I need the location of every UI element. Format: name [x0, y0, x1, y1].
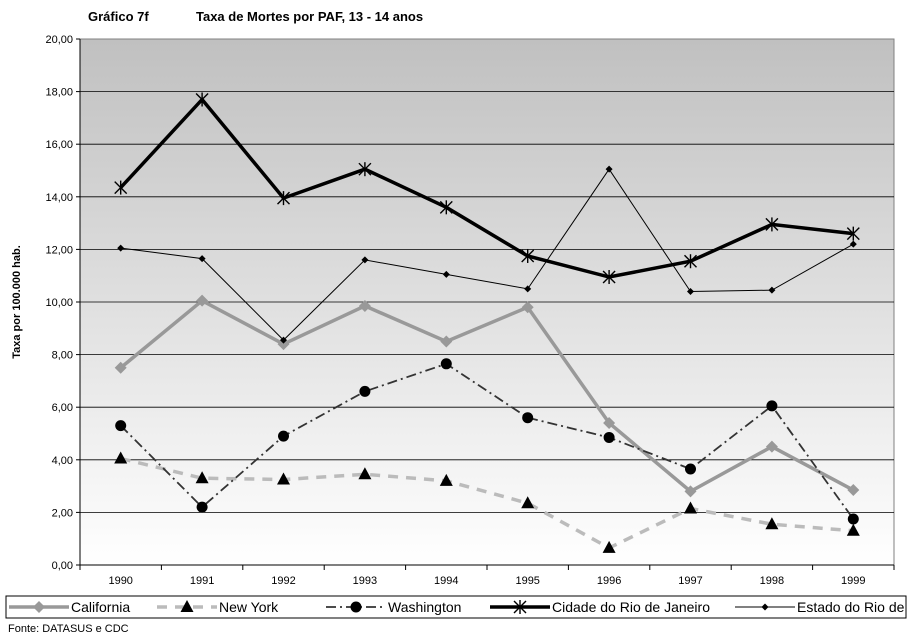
data-point: [115, 420, 127, 432]
legend-label: Washington: [388, 599, 461, 615]
data-point: [684, 485, 697, 498]
data-point: [277, 191, 290, 206]
chart-title: Taxa de Mortes por PAF, 13 - 14 anos: [196, 9, 423, 24]
data-point: [766, 400, 778, 412]
x-tick-label: 1997: [678, 575, 702, 587]
x-tick-label: 1993: [353, 575, 377, 587]
data-point: [685, 463, 696, 475]
data-point: [196, 501, 208, 513]
data-point: [684, 254, 697, 269]
legend: [5, 595, 907, 619]
data-point: [359, 385, 371, 397]
data-point: [198, 255, 206, 263]
data-point: [768, 286, 776, 294]
data-point: [684, 501, 697, 514]
data-point: [847, 513, 859, 525]
data-point: [687, 287, 694, 295]
x-tick-label: 1996: [597, 575, 621, 587]
data-point: [521, 248, 535, 263]
series-line: [119, 298, 855, 494]
data-point: [439, 200, 453, 215]
x-tick-label: 1995: [515, 575, 539, 587]
y-tick-label: 16,00: [45, 139, 73, 151]
legend-label: New York: [219, 599, 279, 615]
y-axis-label: Taxa por 100.000 hab.: [11, 245, 23, 359]
y-tick-label: 12,00: [45, 244, 73, 256]
data-point: [196, 294, 209, 307]
series-line: [120, 362, 855, 520]
data-point: [114, 180, 128, 195]
data-point: [277, 472, 290, 485]
x-tick-label: 1990: [108, 575, 132, 587]
data-point: [603, 431, 615, 443]
y-axis-ticks: 0,00 2,00 4,00 6,00 8,00 10,00 12,00 14,00 16,00…: [45, 34, 81, 572]
x-tick-label: 1998: [760, 575, 784, 587]
data-point: [603, 416, 616, 429]
legend-marker: [513, 600, 527, 614]
y-tick-label: 2,00: [52, 507, 73, 519]
data-point: [114, 451, 128, 464]
data-point: [440, 335, 453, 348]
data-point: [846, 523, 860, 536]
series-group: [114, 92, 860, 553]
data-point: [765, 217, 779, 232]
legend-label: Cidade do Rio de Janeiro: [552, 599, 710, 615]
y-tick-label: 14,00: [45, 192, 73, 204]
x-tick-label: 1992: [271, 575, 295, 587]
y-tick-label: 0,00: [52, 560, 73, 572]
data-point: [522, 412, 534, 424]
data-point: [442, 270, 450, 278]
legend-label: California: [71, 599, 130, 615]
legend-marker: [33, 601, 45, 613]
data-point: [524, 285, 532, 293]
y-tick-label: 4,00: [52, 455, 73, 467]
data-point: [605, 165, 613, 173]
legend-marker: [180, 600, 194, 612]
data-point: [521, 496, 535, 509]
data-point: [440, 358, 452, 370]
data-point: [847, 484, 860, 497]
series-line: [120, 168, 854, 341]
data-point: [521, 301, 534, 314]
data-point: [358, 299, 371, 312]
data-point: [195, 92, 209, 107]
data-point: [439, 473, 453, 486]
source-note: Fonte: DATASUS e CDC: [8, 623, 129, 635]
gridlines: [80, 91, 894, 513]
series-line: [119, 96, 854, 279]
data-point: [765, 517, 779, 530]
legend-marker: [350, 601, 362, 613]
data-point: [358, 467, 372, 480]
legend-marker: [761, 603, 769, 611]
data-point: [117, 244, 125, 252]
data-point: [358, 162, 372, 177]
x-axis-ticks: 1990 1991 1992 1993 1994 1995 1996 1997 1998 1999: [79, 564, 895, 587]
data-point: [602, 270, 616, 285]
y-tick-label: 18,00: [45, 87, 73, 99]
data-point: [280, 336, 287, 344]
data-point: [361, 256, 369, 264]
series-line: [120, 456, 854, 550]
data-point: [849, 240, 857, 248]
data-point: [278, 430, 289, 442]
x-tick-label: 1999: [841, 575, 865, 587]
data-point: [765, 440, 778, 453]
data-point: [277, 338, 290, 351]
data-point: [602, 540, 616, 553]
data-point: [114, 361, 127, 374]
y-tick-label: 6,00: [52, 402, 73, 414]
y-tick-label: 20,00: [45, 34, 73, 46]
x-tick-label: 1991: [190, 575, 214, 587]
data-point: [846, 226, 860, 241]
legend-label: Estado do Rio de: [797, 599, 905, 615]
figure-label: Gráfico 7f: [88, 9, 149, 24]
y-tick-label: 10,00: [45, 297, 73, 309]
legend-items: California New York Washington Cidade do Ri…: [9, 599, 905, 615]
data-point: [195, 471, 209, 484]
x-tick-label: 1994: [434, 575, 458, 587]
y-tick-label: 8,00: [52, 350, 73, 362]
